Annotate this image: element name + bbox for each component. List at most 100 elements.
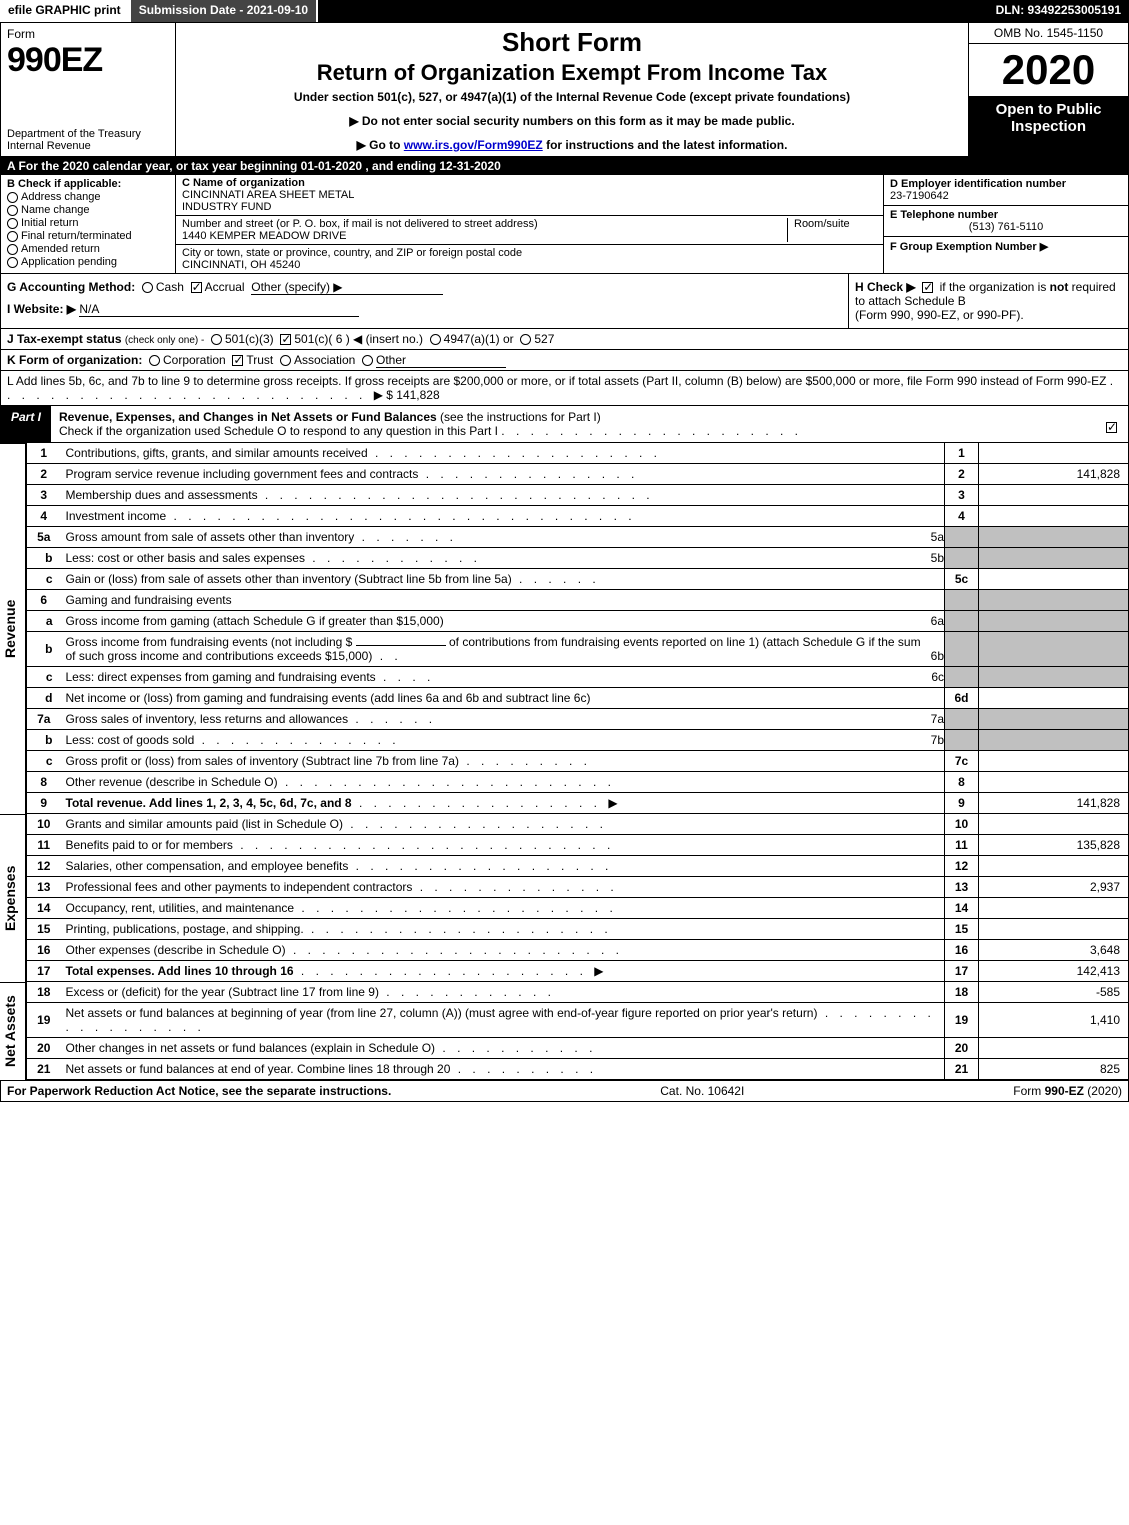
page-footer: For Paperwork Reduction Act Notice, see … (0, 1080, 1129, 1102)
cb-final-return[interactable]: Final return/terminated (7, 230, 169, 242)
part1-tag: Part I (1, 406, 51, 442)
org-name-2: INDUSTRY FUND (182, 201, 271, 213)
cb-name-change[interactable]: Name change (7, 204, 169, 216)
line-17: 17Total expenses. Add lines 10 through 1… (27, 961, 1129, 982)
line-7b: bLess: cost of goods sold . . . . . . . … (27, 730, 1129, 751)
line-4: 4Investment income . . . . . . . . . . .… (27, 506, 1129, 527)
street-value: 1440 KEMPER MEADOW DRIVE (182, 230, 346, 242)
l-amount: ▶ $ 141,828 (374, 388, 440, 402)
dept-line-2: Internal Revenue (7, 140, 169, 152)
row-a-tax-year: A For the 2020 calendar year, or tax yea… (0, 157, 1129, 175)
g-accrual-check[interactable] (191, 282, 202, 293)
k-trust: Trust (246, 353, 273, 367)
j-527-radio[interactable] (520, 334, 531, 345)
h-text3: (Form 990, 990-EZ, or 990-PF). (855, 308, 1024, 322)
line-6b: bGross income from fundraising events (n… (27, 632, 1129, 667)
form-number: 990EZ (7, 41, 169, 80)
line-16: 16Other expenses (describe in Schedule O… (27, 940, 1129, 961)
line-7c: cGross profit or (loss) from sales of in… (27, 751, 1129, 772)
k-corp: Corporation (163, 353, 226, 367)
line-6a: aGross income from gaming (attach Schedu… (27, 611, 1129, 632)
j-501c-check[interactable] (280, 334, 291, 345)
block-bcdef: B Check if applicable: Address change Na… (0, 175, 1129, 274)
i-value: N/A (79, 302, 359, 317)
part1-header: Part I Revenue, Expenses, and Changes in… (0, 406, 1129, 443)
org-name-1: CINCINNATI AREA SHEET METAL (182, 189, 354, 201)
g-cash-radio[interactable] (142, 282, 153, 293)
line-18: 18Excess or (deficit) for the year (Subt… (27, 982, 1129, 1003)
netassets-section: Net Assets 18Excess or (deficit) for the… (0, 982, 1129, 1080)
cb-initial-return[interactable]: Initial return (7, 217, 169, 229)
j-sub: (check only one) - (125, 335, 204, 346)
line-21: 21Net assets or fund balances at end of … (27, 1059, 1129, 1080)
footer-catno: Cat. No. 10642I (660, 1084, 744, 1098)
footer-left: For Paperwork Reduction Act Notice, see … (7, 1084, 391, 1098)
cb-address-change[interactable]: Address change (7, 191, 169, 203)
group-exemption-label: F Group Exemption Number ▶ (890, 241, 1048, 253)
j-4947: 4947(a)(1) or (444, 332, 514, 346)
sidebar-expenses: Expenses (0, 814, 26, 982)
note-goto-post: for instructions and the latest informat… (543, 138, 788, 152)
revenue-table: 1Contributions, gifts, grants, and simil… (26, 443, 1129, 814)
h-checkbox[interactable] (922, 282, 933, 293)
street-label: Number and street (or P. O. box, if mail… (182, 218, 538, 230)
row-l: L Add lines 5b, 6c, and 7b to line 9 to … (0, 371, 1129, 406)
g-other: Other (specify) ▶ (251, 280, 442, 295)
line-15: 15Printing, publications, postage, and s… (27, 919, 1129, 940)
header-right: OMB No. 1545-1150 2020 Open to Public In… (968, 23, 1128, 156)
expenses-section: Expenses 10Grants and similar amounts pa… (0, 814, 1129, 982)
j-501c: 501(c)( 6 ) ◀ (insert no.) (294, 332, 423, 346)
line-9: 9Total revenue. Add lines 1, 2, 3, 4, 5c… (27, 793, 1129, 814)
ein-label: D Employer identification number (890, 178, 1066, 190)
cb-application-pending[interactable]: Application pending (7, 256, 169, 268)
c-name-label: C Name of organization (182, 177, 305, 189)
j-501c3-radio[interactable] (211, 334, 222, 345)
k-corp-radio[interactable] (149, 355, 160, 366)
part1-sub: (see the instructions for Part I) (437, 410, 601, 424)
sidebar-netassets: Net Assets (0, 982, 26, 1080)
line-13: 13Professional fees and other payments t… (27, 877, 1129, 898)
line-8: 8Other revenue (describe in Schedule O) … (27, 772, 1129, 793)
dept-line-1: Department of the Treasury (7, 128, 169, 140)
line-19: 19Net assets or fund balances at beginni… (27, 1003, 1129, 1038)
k-assoc-radio[interactable] (280, 355, 291, 366)
note-ssn: ▶ Do not enter social security numbers o… (184, 114, 960, 128)
line-2: 2Program service revenue including gover… (27, 464, 1129, 485)
city-label: City or town, state or province, country… (182, 247, 522, 259)
header-center: Short Form Return of Organization Exempt… (176, 23, 968, 156)
form-word: Form (7, 27, 169, 41)
line-10: 10Grants and similar amounts paid (list … (27, 814, 1129, 835)
row-k: K Form of organization: Corporation Trus… (0, 350, 1129, 371)
submission-date: Submission Date - 2021-09-10 (131, 0, 318, 22)
header-left: Form 990EZ Department of the Treasury In… (1, 23, 176, 156)
room-suite-label: Room/suite (787, 218, 877, 242)
efile-label[interactable]: efile GRAPHIC print (0, 0, 131, 22)
line-6d: dNet income or (loss) from gaming and fu… (27, 688, 1129, 709)
city-value: CINCINNATI, OH 45240 (182, 259, 300, 271)
irs-link[interactable]: www.irs.gov/Form990EZ (404, 138, 543, 152)
note-goto-pre: ▶ Go to (357, 138, 404, 152)
column-c: C Name of organization CINCINNATI AREA S… (176, 175, 883, 273)
k-trust-check[interactable] (232, 355, 243, 366)
part1-title: Revenue, Expenses, and Changes in Net As… (59, 410, 437, 424)
form-header: Form 990EZ Department of the Treasury In… (0, 22, 1129, 157)
phone-label: E Telephone number (890, 209, 998, 221)
note-goto: ▶ Go to www.irs.gov/Form990EZ for instru… (184, 138, 960, 152)
ein-value: 23-7190642 (890, 190, 949, 202)
k-assoc: Association (294, 353, 355, 367)
g-accrual: Accrual (205, 280, 245, 294)
topbar-spacer (318, 0, 987, 22)
part1-checkbox[interactable] (1106, 422, 1117, 433)
j-4947-radio[interactable] (430, 334, 441, 345)
column-def: D Employer identification number 23-7190… (883, 175, 1128, 273)
i-label: I Website: ▶ (7, 302, 76, 316)
line-11: 11Benefits paid to or for members . . . … (27, 835, 1129, 856)
top-bar: efile GRAPHIC print Submission Date - 20… (0, 0, 1129, 22)
h-text1: if the organization is (940, 280, 1050, 294)
k-other-radio[interactable] (362, 355, 373, 366)
phone-value: (513) 761-5110 (890, 221, 1122, 233)
line-7a: 7aGross sales of inventory, less returns… (27, 709, 1129, 730)
part1-check-text: Check if the organization used Schedule … (59, 424, 498, 438)
cb-amended-return[interactable]: Amended return (7, 243, 169, 255)
open-to-public: Open to Public Inspection (969, 97, 1128, 156)
